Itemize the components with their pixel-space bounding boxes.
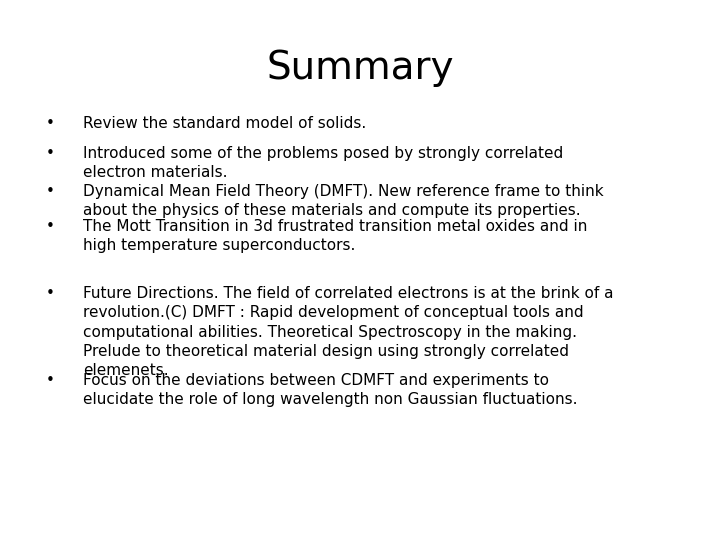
- Text: •: •: [46, 219, 55, 234]
- Text: Introduced some of the problems posed by strongly correlated
electron materials.: Introduced some of the problems posed by…: [83, 146, 563, 180]
- Text: •: •: [46, 146, 55, 161]
- Text: •: •: [46, 116, 55, 131]
- Text: Future Directions. The field of correlated electrons is at the brink of a
revolu: Future Directions. The field of correlat…: [83, 286, 613, 378]
- Text: Summary: Summary: [266, 49, 454, 86]
- Text: The Mott Transition in 3d frustrated transition metal oxides and in
high tempera: The Mott Transition in 3d frustrated tra…: [83, 219, 588, 253]
- Text: Dynamical Mean Field Theory (DMFT). New reference frame to think
about the physi: Dynamical Mean Field Theory (DMFT). New …: [83, 184, 603, 218]
- Text: •: •: [46, 184, 55, 199]
- Text: •: •: [46, 286, 55, 301]
- Text: •: •: [46, 373, 55, 388]
- Text: Focus on the deviations between CDMFT and experiments to
elucidate the role of l: Focus on the deviations between CDMFT an…: [83, 373, 577, 407]
- Text: Review the standard model of solids.: Review the standard model of solids.: [83, 116, 366, 131]
